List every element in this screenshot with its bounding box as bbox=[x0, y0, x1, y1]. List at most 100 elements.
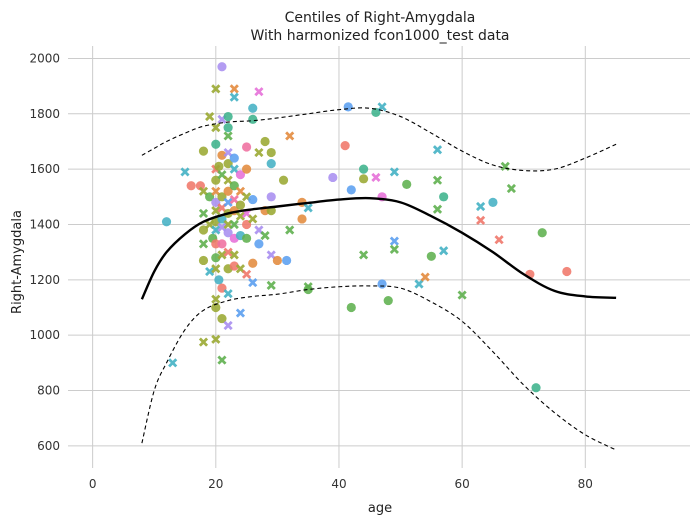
x-tick-label: 80 bbox=[578, 477, 593, 491]
scatter-point bbox=[389, 236, 399, 246]
scatter-point bbox=[272, 255, 282, 266]
scatter-point bbox=[211, 186, 221, 196]
scatter-point bbox=[531, 383, 541, 393]
scatter-point bbox=[198, 337, 209, 347]
scatter-point bbox=[198, 208, 209, 219]
scatter-point bbox=[223, 111, 233, 122]
scatter-point bbox=[223, 247, 233, 257]
scatter-point bbox=[248, 103, 258, 113]
centile-curves bbox=[140, 107, 617, 451]
upper-centile-curve bbox=[141, 107, 617, 172]
scatter-point bbox=[248, 114, 258, 124]
scatter-point bbox=[217, 313, 227, 324]
scatter-point bbox=[359, 250, 369, 260]
scatter-point bbox=[371, 172, 381, 183]
scatter-point bbox=[254, 239, 264, 249]
scatter-point bbox=[439, 192, 449, 202]
y-tick-label: 1800 bbox=[29, 107, 60, 121]
y-tick-label: 600 bbox=[37, 439, 60, 453]
scatter-point bbox=[248, 214, 258, 224]
scatter-point bbox=[161, 217, 172, 227]
scatter-point bbox=[278, 175, 289, 185]
scatter-point bbox=[389, 167, 399, 177]
scatter-point bbox=[180, 167, 190, 177]
scatter-point bbox=[254, 87, 264, 97]
scatter-point bbox=[223, 197, 233, 207]
scatter-point bbox=[211, 225, 221, 235]
scatter-point bbox=[217, 150, 227, 160]
scatter-point bbox=[377, 102, 387, 112]
scatter-points bbox=[161, 62, 572, 393]
scatter-point bbox=[211, 139, 221, 149]
scatter-point bbox=[537, 228, 547, 238]
scatter-point bbox=[426, 251, 436, 261]
scatter-point bbox=[229, 194, 239, 205]
chart-title: Centiles of Right-Amygdala bbox=[285, 10, 476, 26]
scatter-point bbox=[229, 164, 239, 174]
scatter-point bbox=[420, 272, 430, 282]
scatter-point bbox=[223, 175, 233, 185]
scatter-point bbox=[198, 186, 209, 196]
scatter-point bbox=[229, 261, 239, 271]
x-tick-label: 60 bbox=[454, 477, 469, 491]
scatter-point bbox=[195, 181, 206, 191]
scatter-point bbox=[235, 211, 246, 221]
scatter-point bbox=[383, 295, 393, 306]
scatter-point bbox=[346, 185, 356, 195]
scatter-point bbox=[217, 239, 227, 249]
scatter-point bbox=[168, 358, 178, 368]
scatter-point bbox=[241, 142, 252, 152]
scatter-point bbox=[359, 174, 369, 184]
scatter-point bbox=[235, 308, 246, 318]
scatter-point bbox=[211, 302, 221, 313]
scatter-point bbox=[476, 201, 486, 212]
scatter-point bbox=[248, 194, 258, 205]
scatter-point bbox=[223, 131, 233, 141]
scatter-point bbox=[359, 164, 369, 174]
scatter-point bbox=[494, 235, 504, 245]
scatter-point bbox=[340, 141, 350, 151]
scatter-point bbox=[303, 284, 313, 295]
scatter-point bbox=[186, 181, 196, 191]
scatter-point bbox=[198, 239, 209, 249]
scatter-point bbox=[235, 200, 246, 210]
scatter-point bbox=[217, 250, 227, 260]
scatter-point bbox=[389, 244, 399, 254]
scatter-point bbox=[377, 279, 387, 289]
scatter-point bbox=[432, 204, 443, 214]
y-tick-label: 1200 bbox=[29, 273, 60, 287]
scatter-point bbox=[260, 230, 270, 241]
grid-lines bbox=[68, 46, 690, 468]
scatter-point bbox=[432, 175, 443, 185]
scatter-point bbox=[229, 92, 239, 102]
scatter-point bbox=[211, 264, 221, 274]
x-tick-labels: 0 20 40 60 80 bbox=[89, 477, 593, 491]
scatter-point bbox=[211, 84, 221, 94]
scatter-point bbox=[297, 214, 307, 224]
scatter-point bbox=[241, 164, 252, 174]
scatter-point bbox=[205, 266, 215, 277]
scatter-point bbox=[198, 146, 209, 156]
y-tick-label: 2000 bbox=[29, 51, 60, 65]
y-tick-label: 1000 bbox=[29, 328, 60, 342]
scatter-point bbox=[211, 206, 221, 216]
scatter-point bbox=[488, 197, 498, 207]
scatter-point bbox=[241, 233, 252, 243]
scatter-point bbox=[217, 355, 227, 365]
scatter-point bbox=[235, 170, 246, 180]
scatter-point bbox=[266, 250, 276, 260]
scatter-point bbox=[282, 255, 292, 266]
scatter-point bbox=[303, 203, 313, 213]
y-tick-labels: 600 800 1000 1200 1400 1600 1800 2000 bbox=[29, 51, 60, 452]
scatter-point bbox=[223, 228, 233, 238]
scatter-point bbox=[211, 253, 221, 263]
scatter-point bbox=[266, 192, 276, 202]
y-tick-label: 800 bbox=[37, 384, 60, 398]
scatter-point bbox=[211, 294, 221, 304]
scatter-point bbox=[229, 219, 239, 230]
y-tick-label: 1600 bbox=[29, 162, 60, 176]
scatter-point bbox=[211, 334, 221, 344]
scatter-point bbox=[285, 225, 295, 235]
scatter-point bbox=[223, 289, 233, 299]
